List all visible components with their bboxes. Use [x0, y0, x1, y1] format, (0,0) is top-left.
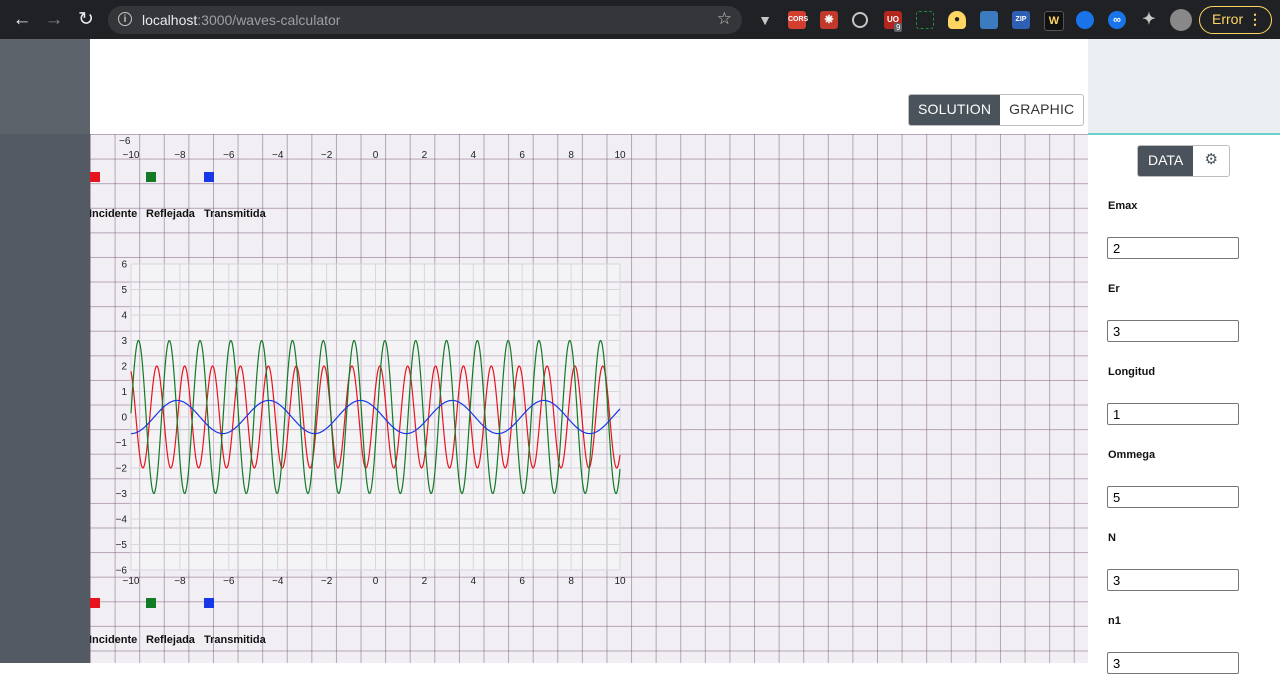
bookmark-star-icon[interactable]: ☆	[716, 9, 732, 28]
main-legend-swatch	[146, 598, 156, 608]
ommega-input[interactable]	[1107, 486, 1239, 508]
graphic-button[interactable]: GRAPHIC	[1009, 101, 1075, 117]
solution-button[interactable]: SOLUTION	[909, 95, 1001, 125]
top-legend-swatch	[204, 172, 214, 182]
y-tick-label: −2	[116, 464, 128, 475]
browser-toolbar: ← → ↻ i localhost:3000/waves-calculator …	[0, 0, 1280, 39]
zip-extension-icon[interactable]: ZIP	[1012, 11, 1030, 29]
main-x-tick-label: 10	[614, 576, 626, 587]
main-x-tick-label: 8	[568, 576, 574, 587]
emax-input[interactable]	[1107, 237, 1239, 259]
puzzle-red-extension-icon[interactable]: ❋	[820, 11, 838, 29]
main-legend-swatch	[90, 598, 100, 608]
top-x-tick-label: 4	[471, 150, 477, 161]
main-x-tick-label: 6	[519, 576, 525, 587]
top-legend-swatch	[146, 172, 156, 182]
url-text[interactable]: localhost:3000/waves-calculator	[142, 12, 341, 28]
y-tick-label: −6	[116, 566, 128, 577]
top-x-tick-label: −6	[223, 150, 235, 161]
error-button[interactable]: Error ⋮	[1199, 6, 1272, 34]
series-line-transmitida	[131, 399, 621, 435]
ghost-extension-icon[interactable]: ●	[948, 11, 966, 29]
y-tick-label: 1	[121, 387, 127, 398]
info-icon[interactable]: i	[118, 12, 132, 26]
left-sidebar	[0, 39, 90, 663]
graph-area: −6 −10 −8 −6 −4 −2 0 2 4 6 8 10 Incidente Reflejada Tr…	[90, 134, 1088, 663]
longitud-input[interactable]	[1107, 403, 1239, 425]
extension-badge: 9	[894, 23, 903, 32]
data-panel-header	[1088, 39, 1280, 135]
y-tick-label: −4	[116, 515, 128, 526]
top-x-tick-label: 8	[568, 150, 574, 161]
top-y-tick-label: −6	[119, 136, 131, 147]
n-label: N	[1108, 532, 1116, 544]
er-label: Er	[1108, 283, 1120, 295]
data-panel	[1088, 39, 1280, 663]
top-x-tick-label: −10	[123, 150, 140, 161]
blue-circle-extension-icon[interactable]	[1076, 11, 1094, 29]
top-x-tick-label: 0	[373, 150, 379, 161]
top-x-tick-label: 6	[519, 150, 525, 161]
main-legend-swatch	[204, 598, 214, 608]
er-input[interactable]	[1107, 320, 1239, 342]
blue-square-extension-icon[interactable]	[980, 11, 998, 29]
top-legend-label: Incidente	[90, 208, 137, 220]
data-tab[interactable]: DATA	[1138, 146, 1194, 176]
y-tick-label: 0	[121, 413, 127, 424]
y-tick-label: −3	[116, 489, 128, 500]
main-x-tick-label: −8	[174, 576, 186, 587]
screenshot-extension-icon[interactable]	[916, 11, 934, 29]
forward-arrow-icon[interactable]: →	[44, 9, 64, 30]
y-tick-label: −1	[116, 438, 128, 449]
main-x-tick-label: −6	[223, 576, 235, 587]
back-arrow-icon[interactable]: ←	[12, 9, 32, 30]
emax-label: Emax	[1108, 200, 1138, 212]
main-x-tick-label: −2	[321, 576, 333, 587]
main-x-tick-label: −10	[123, 576, 140, 587]
address-bar[interactable]: i localhost:3000/waves-calculator ☆	[108, 6, 742, 34]
top-x-tick-label: −8	[174, 150, 186, 161]
wappalyzer-extension-icon[interactable]: W	[1044, 11, 1064, 31]
target-extension-icon[interactable]	[852, 12, 868, 28]
series-line-incidente	[130, 365, 621, 469]
main-x-tick-label: 2	[422, 576, 428, 587]
y-tick-label: −5	[116, 540, 128, 551]
main-x-tick-label: 0	[373, 576, 379, 587]
series-line-reflejada	[130, 339, 621, 495]
reload-icon[interactable]: ↻	[78, 9, 94, 30]
y-tick-label: 4	[121, 311, 127, 322]
main-legend-label: Transmitida	[204, 634, 267, 646]
extensions-puzzle-icon[interactable]: ✦	[1142, 11, 1156, 28]
top-legend-swatch	[90, 172, 100, 182]
panel-tabs: DATA ⚙	[1137, 145, 1231, 177]
top-legend-label: Transmitida	[204, 208, 267, 220]
n1-label: n1	[1108, 615, 1121, 627]
profile-avatar[interactable]	[1170, 9, 1192, 31]
n-input[interactable]	[1107, 569, 1239, 591]
n1-input[interactable]	[1107, 652, 1239, 674]
infinity-extension-icon[interactable]: ∞	[1108, 11, 1126, 29]
longitud-label: Longitud	[1108, 366, 1156, 378]
ommega-label: Ommega	[1108, 449, 1156, 461]
vue-devtools-icon[interactable]: ▼	[758, 12, 772, 28]
top-legend-label: Reflejada	[146, 208, 196, 220]
top-x-tick-label: −4	[272, 150, 284, 161]
y-tick-label: 3	[121, 336, 127, 347]
y-tick-label: 6	[121, 260, 127, 271]
main-legend-label: Incidente	[90, 634, 137, 646]
main-legend-label: Reflejada	[146, 634, 196, 646]
view-toggle: SOLUTION GRAPHIC	[908, 94, 1085, 126]
sidebar-header	[0, 39, 90, 134]
top-x-tick-label: 2	[422, 150, 428, 161]
y-tick-label: 5	[121, 285, 127, 296]
settings-gear-icon[interactable]: ⚙	[1204, 151, 1218, 168]
main-x-tick-label: 4	[471, 576, 477, 587]
cors-extension-icon[interactable]: CORS	[788, 11, 808, 29]
y-tick-label: 2	[121, 362, 127, 373]
top-x-tick-label: 10	[614, 150, 626, 161]
top-x-tick-label: −2	[321, 150, 333, 161]
main-x-tick-label: −4	[272, 576, 284, 587]
